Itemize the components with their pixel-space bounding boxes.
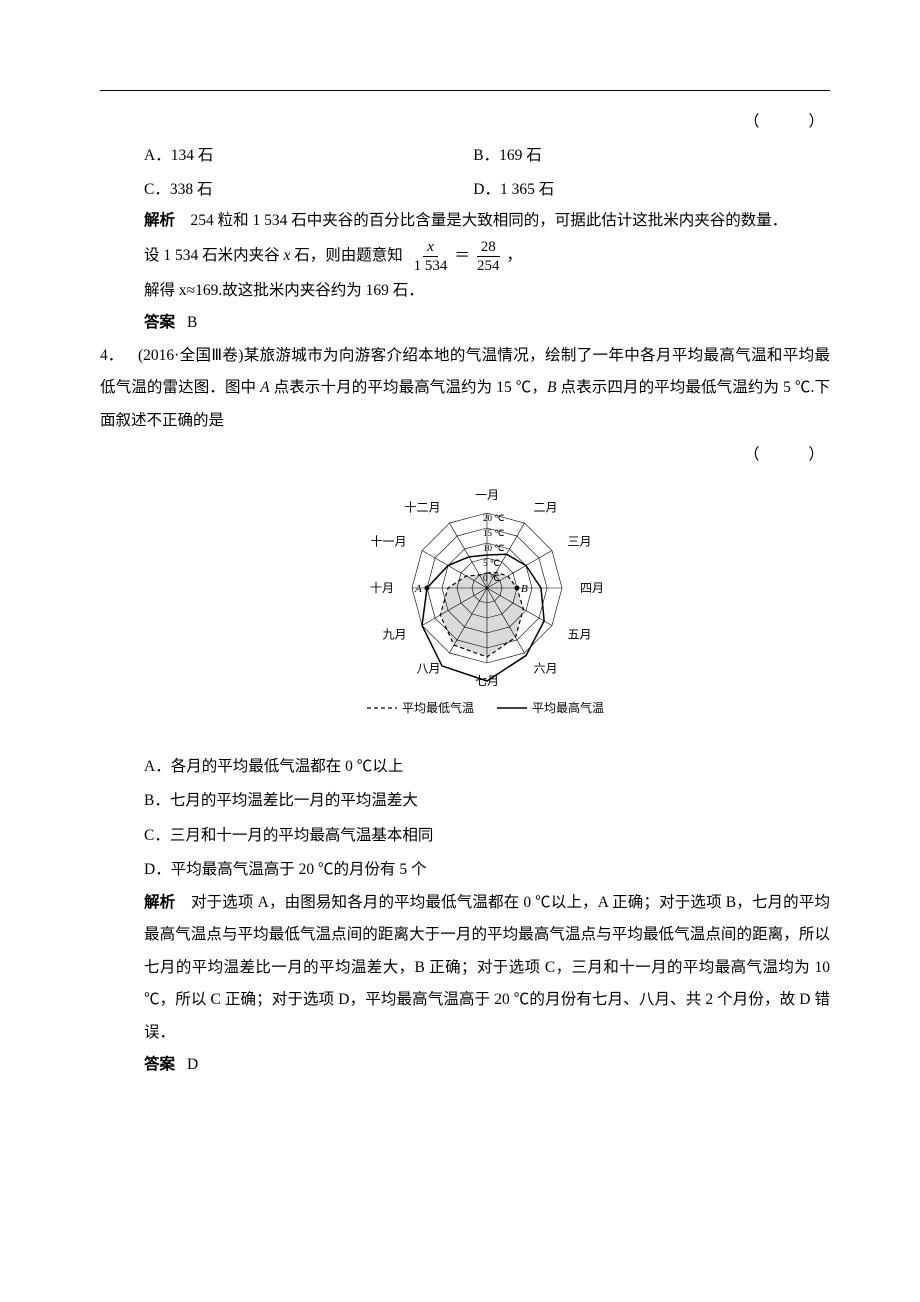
q4-jiexi-text: 对于选项 A，由图易知各月的平均最低气温都在 0 ℃以上，A 正确；对于选项 B… — [144, 894, 830, 1041]
svg-text:二月: 二月 — [534, 500, 558, 514]
q4-opt-A: A．各月的平均最低气温都在 0 ℃以上 — [144, 750, 830, 784]
svg-text:十二月: 十二月 — [404, 500, 440, 514]
svg-text:A: A — [414, 583, 422, 595]
svg-text:十月: 十月 — [370, 581, 394, 595]
frac-2: 28 254 — [473, 238, 504, 275]
eq-mid: 石，则由题意知 — [290, 247, 402, 264]
q4-jiexi-label: 解析 — [144, 894, 175, 911]
frac2-num: 28 — [477, 238, 500, 257]
svg-text:15 ℃: 15 ℃ — [483, 528, 504, 538]
answer-label: 答案 — [144, 314, 175, 331]
svg-text:5 ℃: 5 ℃ — [483, 558, 500, 568]
q4-answer-val: D — [187, 1056, 198, 1073]
q3-choice-C: C．338 石 — [144, 177, 473, 199]
q4-answer-label: 答案 — [144, 1056, 175, 1073]
eq-tail: ， — [506, 247, 522, 264]
svg-text:四月: 四月 — [580, 581, 604, 595]
q4: 4．(2016·全国Ⅲ卷)某旅游城市为向游客介绍本地的气温情况，绘制了一年中各月… — [100, 340, 830, 1082]
q3-jiexi: 解析 254 粒和 1 534 石中夹谷的百分比含量是大致相同的，可据此估计这批… — [144, 205, 830, 238]
eq-sign: ＝ — [454, 240, 470, 273]
svg-text:20 ℃: 20 ℃ — [483, 513, 504, 523]
q4-number: 4． — [100, 340, 138, 373]
q4-source: (2016·全国Ⅲ卷) — [138, 347, 243, 364]
q4-stem2: 点表示十月的平均最高气温约为 15 ℃， — [270, 379, 547, 396]
q3-answer-val: B — [187, 314, 197, 331]
q4-opt-B: B．七月的平均温差比一月的平均温差大 — [144, 784, 830, 818]
eq-prefix: 设 1 534 石米内夹谷 — [144, 247, 284, 264]
q4-opt-D: D．平均最高气温高于 20 ℃的月份有 5 个 — [144, 853, 830, 887]
q4-answer: 答案 D — [144, 1049, 830, 1082]
q3-equation-line: 设 1 534 石米内夹谷 x 石，则由题意知 x 1 534 ＝ 28 254… — [144, 238, 830, 275]
svg-text:平均最低气温: 平均最低气温 — [402, 700, 474, 715]
q4-blank-paren: （ ） — [144, 439, 830, 472]
q4-opt-C: C．三月和十一月的平均最高气温基本相同 — [144, 819, 830, 853]
frac1-num: x — [423, 238, 438, 257]
q3-choice-B: B．169 石 — [473, 143, 802, 165]
page: （ ） A．134 石 B．169 石 C．338 石 D．1 365 石 解析… — [0, 0, 920, 1302]
eq-fraction-expr: x 1 534 ＝ 28 254 — [407, 238, 507, 275]
jiexi-label: 解析 — [144, 212, 175, 229]
q3-choices: A．134 石 B．169 石 C．338 石 D．1 365 石 — [144, 137, 830, 205]
svg-text:九月: 九月 — [382, 627, 406, 641]
frac-1: x 1 534 — [410, 238, 452, 275]
svg-text:三月: 三月 — [568, 534, 592, 548]
q4-pointA: A — [260, 379, 269, 396]
svg-text:十一月: 十一月 — [370, 534, 406, 548]
svg-text:B: B — [521, 583, 528, 595]
svg-text:五月: 五月 — [568, 627, 592, 641]
svg-text:八月: 八月 — [416, 661, 440, 675]
svg-text:六月: 六月 — [534, 661, 558, 675]
q3-jiexi-text: 254 粒和 1 534 石中夹谷的百分比含量是大致相同的，可据此估计这批米内夹… — [175, 212, 787, 229]
q3-choice-D: D．1 365 石 — [473, 177, 802, 199]
q4-body: （ ） A B 20 ℃ 15 ℃ 10 ℃ 5 ℃ 0 ℃ 一月二月三月四月五月六月七月 八月… — [144, 439, 830, 1082]
svg-text:0 ℃: 0 ℃ — [483, 573, 500, 583]
q3-blank-paren: （ ） — [100, 109, 830, 131]
radar-chart-wrap: A B 20 ℃ 15 ℃ 10 ℃ 5 ℃ 0 ℃ 一月二月三月四月五月六月七月 八月 九月 十月… — [144, 478, 830, 741]
svg-text:七月: 七月 — [475, 674, 499, 688]
top-rule — [100, 90, 830, 91]
q4-options: A．各月的平均最低气温都在 0 ℃以上 B．七月的平均温差比一月的平均温差大 C… — [144, 750, 830, 886]
radar-chart: A B 20 ℃ 15 ℃ 10 ℃ 5 ℃ 0 ℃ 一月二月三月四月五月六月七月 八月 九月 十月… — [327, 478, 647, 728]
frac2-den: 254 — [473, 257, 504, 275]
frac1-den: 1 534 — [410, 257, 452, 275]
q3-choice-A: A．134 石 — [144, 143, 473, 165]
q3-answer: 答案 B — [144, 307, 830, 340]
svg-text:一月: 一月 — [475, 488, 499, 502]
q3-solve: 解得 x≈169.故这批米内夹谷约为 169 石． — [144, 275, 830, 308]
svg-text:平均最高气温: 平均最高气温 — [532, 700, 604, 715]
q4-jiexi: 解析 对于选项 A，由图易知各月的平均最低气温都在 0 ℃以上，A 正确；对于选… — [144, 887, 830, 1050]
svg-text:10 ℃: 10 ℃ — [483, 543, 504, 553]
